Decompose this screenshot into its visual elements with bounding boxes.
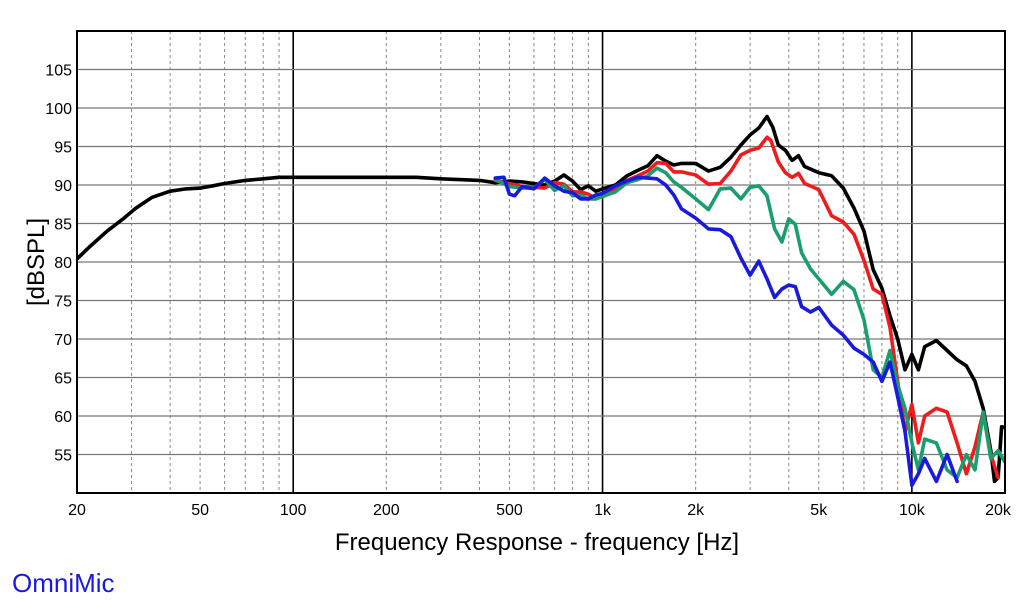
omnimic-brand-label: OmniMic bbox=[12, 568, 115, 598]
y-tick-label: 70 bbox=[54, 332, 72, 349]
y-tick-label: 65 bbox=[54, 371, 72, 388]
y-tick-labels: 55 60 65 70 75 80 85 90 95 100 105 bbox=[45, 63, 72, 465]
y-tick-label: 85 bbox=[54, 217, 72, 234]
y-tick-label: 95 bbox=[54, 140, 72, 157]
y-tick-label: 80 bbox=[54, 255, 72, 272]
y-tick-label: 100 bbox=[45, 101, 72, 118]
y-tick-label: 75 bbox=[54, 294, 72, 311]
x-tick-label: 2k bbox=[687, 502, 705, 519]
x-tick-label: 200 bbox=[373, 502, 400, 519]
x-tick-label: 500 bbox=[496, 502, 523, 519]
x-tick-label: 5k bbox=[810, 502, 828, 519]
y-axis-label: [dBSPL] bbox=[23, 218, 50, 306]
x-tick-label: 20k bbox=[985, 502, 1012, 519]
series-line-1 bbox=[493, 135, 1000, 480]
x-axis-label: Frequency Response - frequency [Hz] bbox=[335, 529, 739, 556]
y-tick-label: 60 bbox=[54, 409, 72, 426]
series-line-0 bbox=[77, 114, 1005, 484]
x-tick-label: 20 bbox=[68, 502, 86, 519]
x-tick-label: 50 bbox=[191, 502, 209, 519]
x-tick-label: 100 bbox=[280, 502, 307, 519]
series-line-3 bbox=[493, 175, 959, 488]
y-tick-label: 55 bbox=[54, 448, 72, 465]
y-tick-label: 90 bbox=[54, 178, 72, 195]
y-tick-label: 105 bbox=[45, 63, 72, 80]
x-tick-labels: 20 50 100 200 500 1k 2k 5k 10k 20k bbox=[68, 502, 1012, 519]
x-tick-label: 1k bbox=[594, 502, 612, 519]
plot-frame bbox=[76, 30, 1006, 494]
series-layer bbox=[77, 114, 1005, 488]
x-tick-label: 10k bbox=[899, 502, 926, 519]
